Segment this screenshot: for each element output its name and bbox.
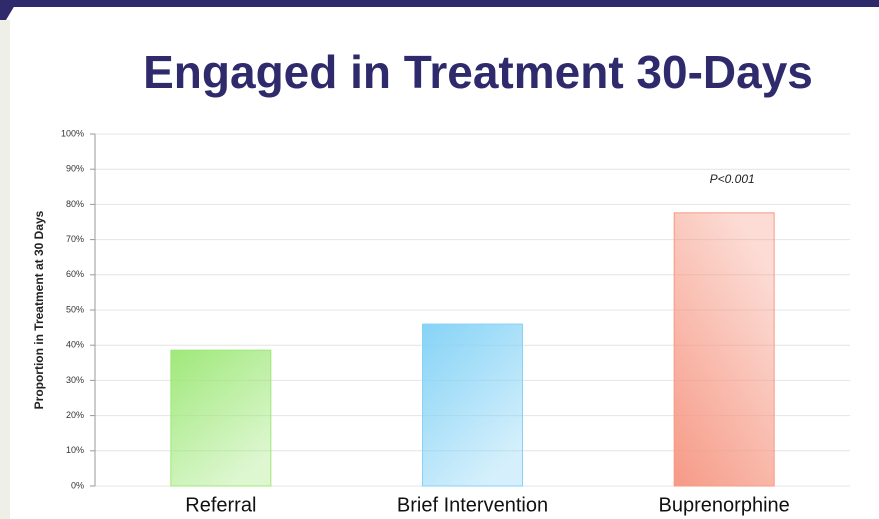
y-tick-label: 70%	[66, 234, 84, 244]
y-tick-label: 10%	[66, 445, 84, 455]
chart-title: Engaged in Treatment 30-Days	[143, 46, 813, 98]
y-tick-label: 30%	[66, 375, 84, 385]
annotation: P<0.001	[710, 172, 755, 186]
y-axis-label: Proportion in Treatment at 30 Days	[32, 210, 46, 409]
bar	[422, 323, 523, 487]
y-tick-label: 20%	[66, 410, 84, 420]
y-tick-label: 40%	[66, 340, 84, 350]
y-tick-label: 80%	[66, 199, 84, 209]
x-tick-label: Buprenorphine	[659, 494, 790, 516]
y-tick-label: 100%	[61, 128, 84, 138]
left-edge	[0, 20, 10, 519]
y-tick-label: 0%	[71, 480, 84, 490]
bar	[673, 212, 775, 487]
bar	[170, 349, 272, 487]
y-tick-label: 50%	[66, 304, 84, 314]
x-tick-label: Brief Intervention	[397, 494, 548, 516]
y-tick-label: 90%	[66, 164, 84, 174]
x-tick-label: Referral	[185, 494, 256, 516]
top-band	[0, 0, 879, 7]
corner-accent	[0, 0, 18, 20]
y-tick-label: 60%	[66, 269, 84, 279]
